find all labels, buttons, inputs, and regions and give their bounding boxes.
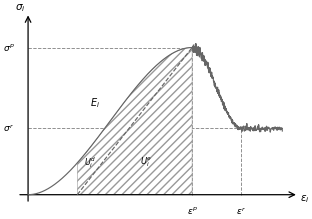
Text: $U_i^e$: $U_i^e$ — [140, 155, 152, 169]
Text: $U_i^d$: $U_i^d$ — [84, 155, 96, 170]
Text: $E_i$: $E_i$ — [90, 97, 100, 110]
Text: $\sigma_i$: $\sigma_i$ — [15, 3, 25, 14]
Text: $\varepsilon^p$: $\varepsilon^p$ — [187, 205, 197, 216]
Text: $\varepsilon_i$: $\varepsilon_i$ — [300, 193, 310, 205]
Text: $\varepsilon^r$: $\varepsilon^r$ — [236, 205, 246, 217]
Polygon shape — [77, 48, 192, 195]
Text: $\sigma^p$: $\sigma^p$ — [2, 42, 14, 53]
Text: $\sigma^r$: $\sigma^r$ — [3, 123, 14, 134]
